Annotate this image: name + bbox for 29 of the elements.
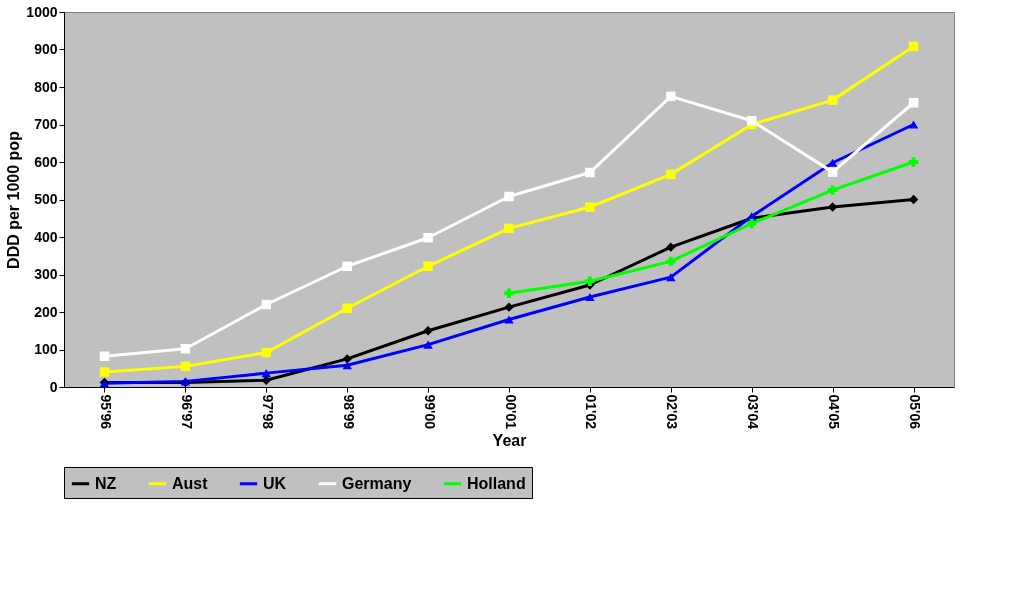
legend-label: Germany [342,474,412,492]
x-axis-title: Year [492,431,527,449]
x-tick-label: 03'04 [745,394,762,430]
y-tick-label: 500 [34,191,58,207]
x-tick-label: 04'05 [826,394,843,430]
x-tick-label: 05'06 [907,394,924,430]
y-tick-label: 200 [34,303,58,320]
y-axis-title: DDD per 1000 pop [5,130,23,269]
x-tick-label: 97'98 [259,394,276,430]
x-tick-label: 96'97 [178,394,195,430]
y-tick-label: 400 [34,228,58,245]
y-tick-label: 0 [49,378,58,395]
y-tick-label: 300 [34,266,58,282]
legend-label: Holland [467,474,526,492]
x-tick-label: 01'02 [583,394,600,430]
legend-label: NZ [95,474,117,492]
legend-label: Aust [172,474,209,492]
x-tick-label: 99'00 [421,394,438,430]
x-tick-label: 98'99 [340,394,357,430]
y-tick-label: 600 [34,153,58,170]
y-tick-label: 900 [34,41,58,57]
x-tick-label: 02'03 [664,394,681,430]
y-tick-label: 700 [34,116,58,132]
y-tick-label: 800 [34,78,58,95]
legend-label: UK [263,474,287,492]
x-tick-label: 00'01 [502,394,519,430]
x-tick-label: 95'96 [97,394,114,430]
y-tick-label: 100 [34,341,58,357]
y-tick-label: 1000 [26,3,58,20]
